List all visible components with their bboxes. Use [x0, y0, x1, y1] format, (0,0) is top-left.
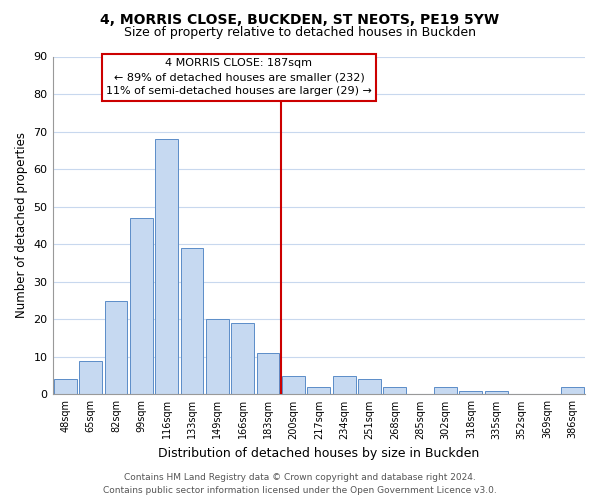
Bar — [282, 376, 305, 394]
Text: 4 MORRIS CLOSE: 187sqm
← 89% of detached houses are smaller (232)
11% of semi-de: 4 MORRIS CLOSE: 187sqm ← 89% of detached… — [106, 58, 372, 96]
Text: 4, MORRIS CLOSE, BUCKDEN, ST NEOTS, PE19 5YW: 4, MORRIS CLOSE, BUCKDEN, ST NEOTS, PE19… — [100, 12, 500, 26]
Bar — [79, 360, 102, 394]
Bar — [155, 139, 178, 394]
Bar — [104, 300, 127, 394]
Text: Contains HM Land Registry data © Crown copyright and database right 2024.
Contai: Contains HM Land Registry data © Crown c… — [103, 473, 497, 495]
Bar — [383, 387, 406, 394]
Bar — [434, 387, 457, 394]
Text: Size of property relative to detached houses in Buckden: Size of property relative to detached ho… — [124, 26, 476, 39]
Bar — [307, 387, 330, 394]
Bar — [231, 323, 254, 394]
Bar — [460, 390, 482, 394]
Bar — [358, 380, 381, 394]
Y-axis label: Number of detached properties: Number of detached properties — [15, 132, 28, 318]
Bar — [130, 218, 152, 394]
Bar — [181, 248, 203, 394]
X-axis label: Distribution of detached houses by size in Buckden: Distribution of detached houses by size … — [158, 447, 479, 460]
Bar — [257, 353, 280, 395]
Bar — [333, 376, 356, 394]
Bar — [206, 320, 229, 394]
Bar — [485, 390, 508, 394]
Bar — [54, 380, 77, 394]
Bar — [561, 387, 584, 394]
